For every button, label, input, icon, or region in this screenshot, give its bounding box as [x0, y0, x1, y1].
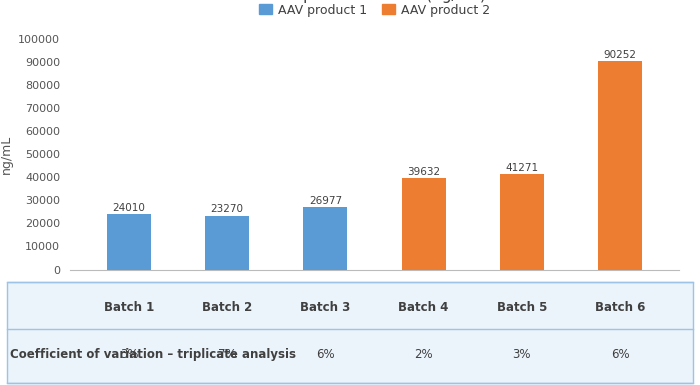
Text: 41271: 41271 — [505, 163, 538, 173]
Text: 23270: 23270 — [211, 204, 244, 214]
Legend: AAV product 1, AAV product 2: AAV product 1, AAV product 2 — [254, 0, 495, 22]
Text: Batch 5: Batch 5 — [497, 301, 547, 314]
Text: Coefficient of variation – triplicate analysis: Coefficient of variation – triplicate an… — [10, 348, 297, 361]
Bar — [598, 61, 642, 269]
Bar — [500, 174, 544, 270]
Text: Batch 4: Batch 4 — [398, 301, 449, 314]
Text: 7%: 7% — [218, 348, 237, 361]
Text: 90252: 90252 — [603, 50, 636, 60]
Bar — [107, 214, 151, 270]
Text: Batch 1: Batch 1 — [104, 301, 154, 314]
Text: 6%: 6% — [611, 348, 629, 361]
Text: 39632: 39632 — [407, 167, 440, 177]
Text: 24010: 24010 — [113, 203, 146, 213]
Text: Batch 6: Batch 6 — [595, 301, 645, 314]
Text: 6%: 6% — [316, 348, 335, 361]
Y-axis label: ng/mL: ng/mL — [0, 134, 13, 174]
Title: Viral protein amount (ng/mL): Viral protein amount (ng/mL) — [264, 0, 485, 3]
Text: Batch 3: Batch 3 — [300, 301, 351, 314]
Bar — [303, 207, 347, 270]
Bar — [205, 216, 249, 270]
Text: 3%: 3% — [512, 348, 531, 361]
Bar — [402, 178, 446, 270]
Text: 26977: 26977 — [309, 196, 342, 206]
Text: 2%: 2% — [414, 348, 433, 361]
Text: 3%: 3% — [120, 348, 138, 361]
Text: Batch 2: Batch 2 — [202, 301, 252, 314]
